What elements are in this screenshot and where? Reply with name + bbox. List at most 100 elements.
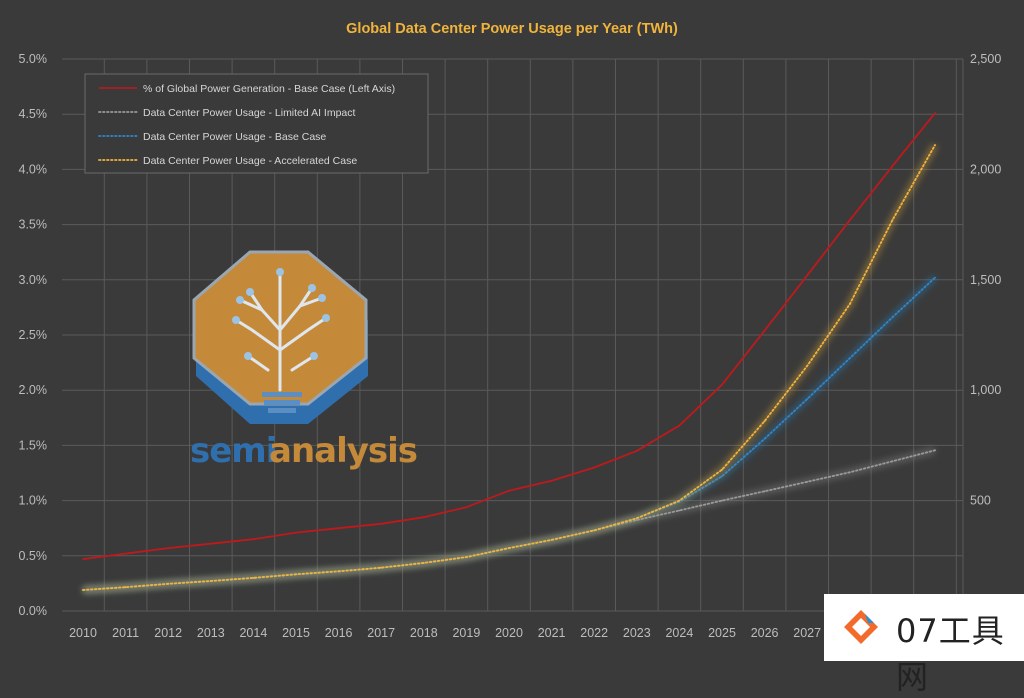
data-point xyxy=(678,509,681,512)
data-point xyxy=(678,499,681,502)
chart: Global Data Center Power Usage per Year … xyxy=(18,21,1002,640)
data-point xyxy=(593,466,596,469)
left-axis-ticks: 0.0% 0.5% 1.0% 1.5% 2.0% 2.5% 3.0% 3.5% 4.0% 4.5%… xyxy=(19,52,48,618)
data-point xyxy=(934,144,936,147)
data-point xyxy=(635,450,638,452)
data-point xyxy=(465,556,468,558)
data-point xyxy=(721,468,723,471)
chart-title: Global Data Center Power Usage per Year … xyxy=(346,21,678,37)
legend-label: Data Center Power Usage - Base Case xyxy=(143,131,326,143)
watermark-text: 07工具网 xyxy=(896,612,1005,696)
data-point xyxy=(848,219,851,222)
legend-label: % of Global Power Generation - Base Case… xyxy=(143,83,395,95)
data-point xyxy=(848,471,851,474)
legend-item: Data Center Power Usage - Limited AI Imp… xyxy=(98,107,356,119)
right-tick-label: 2,000 xyxy=(970,162,1001,176)
data-point xyxy=(934,112,936,114)
data-point xyxy=(124,586,127,589)
data-point xyxy=(380,522,383,525)
data-point xyxy=(635,517,638,520)
data-point xyxy=(550,539,553,541)
data-point xyxy=(82,589,84,591)
data-point xyxy=(209,542,212,545)
right-tick-label: 500 xyxy=(970,494,991,508)
series-lines xyxy=(82,112,939,594)
x-tick-label: 2018 xyxy=(410,626,438,640)
x-tick-label: 2020 xyxy=(495,626,523,640)
data-point xyxy=(721,383,723,386)
data-point xyxy=(763,420,766,422)
left-tick-label: 4.0% xyxy=(19,162,48,176)
right-axis-ticks: 500 1,000 1,500 2,000 2,500 xyxy=(970,52,1001,508)
data-point xyxy=(721,499,723,502)
x-tick-label: 2011 xyxy=(112,626,139,640)
data-point xyxy=(848,303,851,305)
logo-word-analysis: analysis xyxy=(269,431,417,471)
data-point xyxy=(252,577,255,579)
data-point xyxy=(721,475,723,478)
watermark: 07工具网 xyxy=(824,594,1024,696)
data-point xyxy=(167,547,170,549)
data-point xyxy=(209,580,212,582)
data-point xyxy=(465,506,468,509)
right-tick-label: 1,500 xyxy=(970,273,1001,287)
data-point xyxy=(763,329,766,332)
x-tick-label: 2019 xyxy=(452,626,480,640)
x-tick-label: 2026 xyxy=(751,626,779,640)
data-point xyxy=(124,552,127,555)
data-point xyxy=(891,165,894,168)
x-tick-label: 2012 xyxy=(154,626,182,640)
data-point xyxy=(763,490,766,493)
legend-item: Data Center Power Usage - Base Case xyxy=(98,131,326,143)
x-tick-label: 2025 xyxy=(708,626,736,640)
x-tick-label: 2016 xyxy=(325,626,353,640)
left-tick-label: 4.5% xyxy=(19,107,48,121)
logo-word-semi: semi xyxy=(190,431,276,471)
data-point xyxy=(806,480,809,483)
data-point xyxy=(678,424,681,427)
data-point xyxy=(380,566,383,569)
left-tick-label: 0.5% xyxy=(19,549,48,563)
x-tick-label: 2027 xyxy=(793,626,821,640)
legend-label: Data Center Power Usage - Accelerated Ca… xyxy=(143,155,357,167)
data-point xyxy=(806,365,809,367)
legend: % of Global Power Generation - Base Case… xyxy=(84,73,429,174)
data-point xyxy=(337,527,340,530)
data-point xyxy=(508,489,510,492)
data-point xyxy=(763,437,766,440)
data-point xyxy=(848,357,851,360)
x-tick-label: 2017 xyxy=(367,626,395,640)
data-point xyxy=(593,529,596,532)
data-point xyxy=(806,274,809,277)
data-point xyxy=(295,573,297,576)
data-point xyxy=(422,516,425,519)
data-point xyxy=(167,582,170,585)
left-tick-label: 1.0% xyxy=(19,494,48,508)
semianalysis-logo: semi analysis xyxy=(190,250,418,471)
x-tick-label: 2021 xyxy=(538,626,566,640)
data-point xyxy=(891,316,894,319)
data-point xyxy=(337,570,340,573)
left-tick-label: 2.5% xyxy=(19,328,48,342)
data-point xyxy=(508,547,510,549)
legend-item: Data Center Power Usage - Accelerated Ca… xyxy=(98,155,357,167)
data-point xyxy=(934,276,936,279)
left-tick-label: 0.0% xyxy=(19,604,48,618)
legend-label: Data Center Power Usage - Limited AI Imp… xyxy=(143,107,356,119)
data-point xyxy=(891,219,894,222)
data-point xyxy=(422,562,425,564)
x-tick-label: 2023 xyxy=(623,626,651,640)
left-tick-label: 1.5% xyxy=(19,438,48,452)
data-point xyxy=(295,531,297,534)
left-tick-label: 3.0% xyxy=(19,273,48,287)
data-point xyxy=(252,538,255,541)
left-tick-label: 2.0% xyxy=(19,383,48,397)
data-point xyxy=(934,449,936,452)
x-tick-label: 2015 xyxy=(282,626,310,640)
x-tick-label: 2010 xyxy=(69,626,97,640)
data-point xyxy=(550,479,553,482)
legend-item: % of Global Power Generation - Base Case… xyxy=(99,83,395,95)
orange-diamond-icon xyxy=(844,610,878,644)
x-tick-label: 2013 xyxy=(197,626,225,640)
x-tick-label: 2014 xyxy=(239,626,267,640)
